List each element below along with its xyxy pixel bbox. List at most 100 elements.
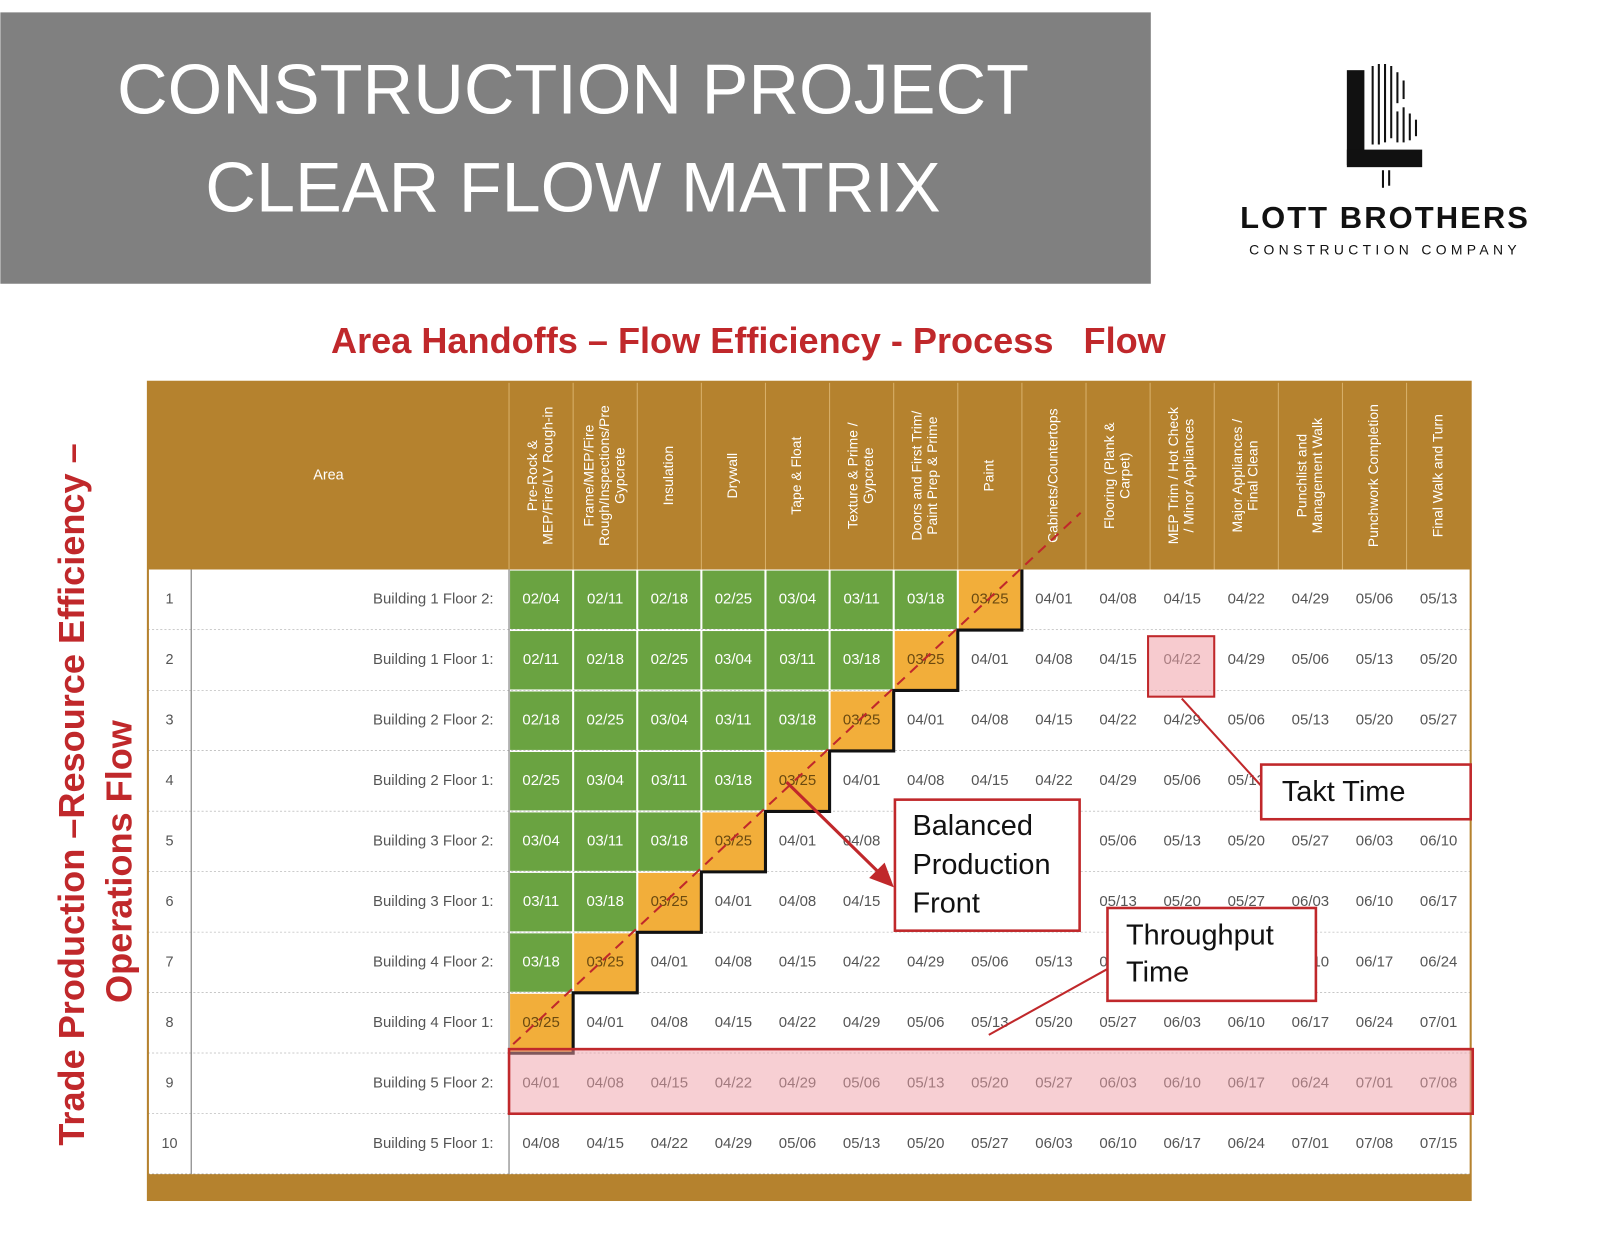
date-text: 03/25	[715, 833, 752, 850]
date-cell	[1215, 1114, 1278, 1174]
date-text: 04/15	[843, 893, 880, 910]
date-text: 04/08	[971, 712, 1008, 729]
date-text: 04/08	[651, 1014, 688, 1031]
date-cell	[1022, 570, 1085, 629]
date-text: 02/18	[651, 591, 688, 608]
date-text: 04/29	[843, 1014, 880, 1031]
date-text: 03/25	[907, 651, 944, 668]
date-text: 04/29	[1292, 591, 1329, 608]
date-cell	[830, 812, 893, 871]
date-cell	[1407, 570, 1470, 629]
column-header: Texture & Prime /	[845, 422, 861, 529]
date-text: 05/13	[1356, 651, 1393, 668]
date-text: 04/08	[1099, 591, 1136, 608]
date-cell	[1022, 933, 1085, 992]
date-cell	[1087, 993, 1150, 1053]
date-text: 04/22	[843, 954, 880, 971]
date-text: 03/11	[523, 893, 559, 910]
date-text: 03/04	[651, 712, 688, 729]
date-cell	[1407, 933, 1470, 992]
date-text: 02/18	[522, 712, 559, 729]
row-number: 8	[166, 1015, 174, 1031]
date-text: 06/24	[1420, 954, 1457, 971]
date-cell	[1279, 993, 1342, 1053]
date-cell	[1343, 933, 1406, 992]
date-cell	[1407, 993, 1470, 1053]
callout-text: Throughput	[1126, 919, 1274, 951]
date-text: 04/08	[907, 772, 944, 789]
date-cell	[1215, 631, 1278, 690]
row-number: 10	[162, 1136, 178, 1152]
date-text: 02/25	[586, 712, 623, 729]
date-cell	[574, 1114, 637, 1174]
date-text: 06/03	[1163, 1014, 1200, 1031]
date-text: 05/13	[971, 1014, 1008, 1031]
date-text: 03/11	[651, 772, 687, 789]
arrow-head	[869, 862, 894, 888]
date-cell	[766, 751, 829, 811]
date-text: 03/11	[843, 591, 879, 608]
date-text: 06/10	[1228, 1014, 1265, 1031]
date-cell	[766, 691, 829, 750]
column-header: Drywall	[724, 453, 740, 499]
date-text: 03/11	[587, 833, 623, 850]
date-text: 06/17	[1420, 893, 1457, 910]
date-cell	[574, 751, 637, 811]
date-cell	[1343, 691, 1406, 750]
column-header: Major Appliances /	[1229, 419, 1245, 533]
date-text: 02/25	[522, 772, 559, 789]
column-header: Gypcrete	[611, 447, 627, 504]
column-header: Doors and First Trim/	[909, 411, 925, 541]
date-text: 06/24	[1228, 1135, 1265, 1152]
date-cell	[702, 933, 765, 992]
date-cell	[894, 570, 957, 629]
column-header: Carpet)	[1116, 452, 1132, 498]
row-number: 9	[166, 1075, 174, 1091]
date-cell	[1151, 751, 1214, 811]
date-cell	[894, 631, 957, 690]
date-text: 05/13	[1099, 893, 1136, 910]
date-cell	[1151, 1114, 1214, 1174]
date-text: 03/25	[971, 591, 1008, 608]
date-cell	[702, 751, 765, 811]
column-header: Flooring (Plank &	[1101, 422, 1117, 529]
date-text: 03/25	[651, 893, 688, 910]
date-text: 04/15	[971, 772, 1008, 789]
column-header: Punchlist and	[1293, 434, 1309, 518]
row-number: 3	[166, 713, 174, 729]
date-cell	[830, 993, 893, 1053]
date-cell	[1343, 812, 1406, 871]
date-cell	[766, 993, 829, 1053]
date-text: 06/03	[1292, 893, 1329, 910]
date-cell	[574, 691, 637, 750]
row-area: Building 2 Floor 1:	[373, 772, 494, 789]
date-text: 02/11	[587, 591, 623, 608]
date-cell	[1022, 631, 1085, 690]
column-header: MEP Trim / Hot Check	[1165, 407, 1181, 544]
date-cell	[830, 691, 893, 750]
date-text: 03/18	[522, 954, 559, 971]
date-cell	[1279, 631, 1342, 690]
column-header: Pre-Rock &	[524, 439, 540, 511]
date-cell	[510, 872, 573, 932]
date-cell	[1022, 1114, 1085, 1174]
date-cell	[1087, 691, 1150, 750]
date-cell	[958, 570, 1021, 629]
row-area: Building 3 Floor 2:	[373, 833, 494, 850]
date-text: 02/04	[522, 591, 559, 608]
date-text: 05/13	[1292, 712, 1329, 729]
date-cell	[1407, 812, 1470, 871]
date-cell	[958, 631, 1021, 690]
date-cell	[638, 631, 701, 690]
takt-cell	[1147, 635, 1216, 698]
column-header: Punchwork Completion	[1365, 404, 1381, 547]
date-text: 06/10	[1099, 1135, 1136, 1152]
date-text: 04/15	[779, 954, 816, 971]
row-area: Building 1 Floor 2:	[373, 591, 494, 608]
date-text: 03/18	[779, 712, 816, 729]
date-text: 04/01	[586, 1014, 623, 1031]
date-cell	[766, 570, 829, 629]
date-text: 07/15	[1420, 1135, 1457, 1152]
date-cell	[702, 812, 765, 871]
